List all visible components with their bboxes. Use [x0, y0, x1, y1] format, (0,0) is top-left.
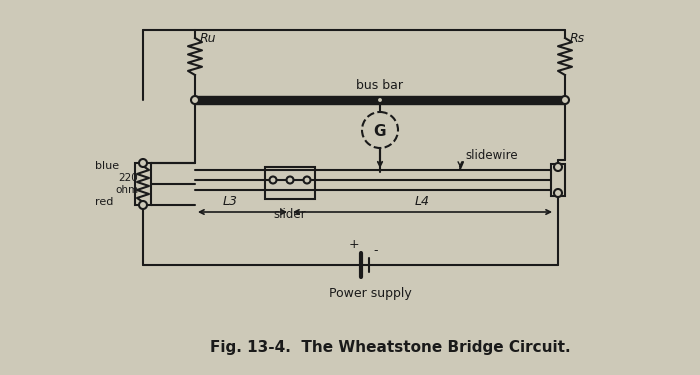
- Bar: [135, 163, 151, 205]
- Text: Ru: Ru: [200, 32, 216, 45]
- Text: L3: L3: [223, 195, 238, 208]
- Circle shape: [270, 177, 276, 183]
- Text: +: +: [349, 238, 359, 251]
- Text: L4: L4: [415, 195, 430, 208]
- Circle shape: [362, 112, 398, 148]
- Circle shape: [554, 163, 562, 171]
- Bar: [195, 96, 565, 104]
- Text: red: red: [95, 197, 113, 207]
- Circle shape: [554, 189, 562, 197]
- Circle shape: [191, 96, 199, 104]
- Text: slidewire: slidewire: [465, 149, 517, 162]
- Circle shape: [286, 177, 293, 183]
- Text: 220
ohm: 220 ohm: [115, 173, 138, 195]
- Text: Power supply: Power supply: [328, 287, 412, 300]
- Circle shape: [304, 177, 311, 183]
- Circle shape: [139, 201, 147, 209]
- Bar: [551, 164, 565, 196]
- Text: bus bar: bus bar: [356, 79, 403, 92]
- Circle shape: [139, 159, 147, 167]
- Circle shape: [377, 97, 383, 103]
- Circle shape: [561, 96, 569, 104]
- Bar: [265, 167, 315, 199]
- Text: slider: slider: [274, 208, 307, 221]
- Text: -: -: [374, 244, 378, 257]
- Text: blue: blue: [95, 161, 119, 171]
- Text: Fig. 13-4.  The Wheatstone Bridge Circuit.: Fig. 13-4. The Wheatstone Bridge Circuit…: [210, 340, 570, 355]
- Text: G: G: [374, 123, 386, 138]
- Text: Rs: Rs: [570, 32, 585, 45]
